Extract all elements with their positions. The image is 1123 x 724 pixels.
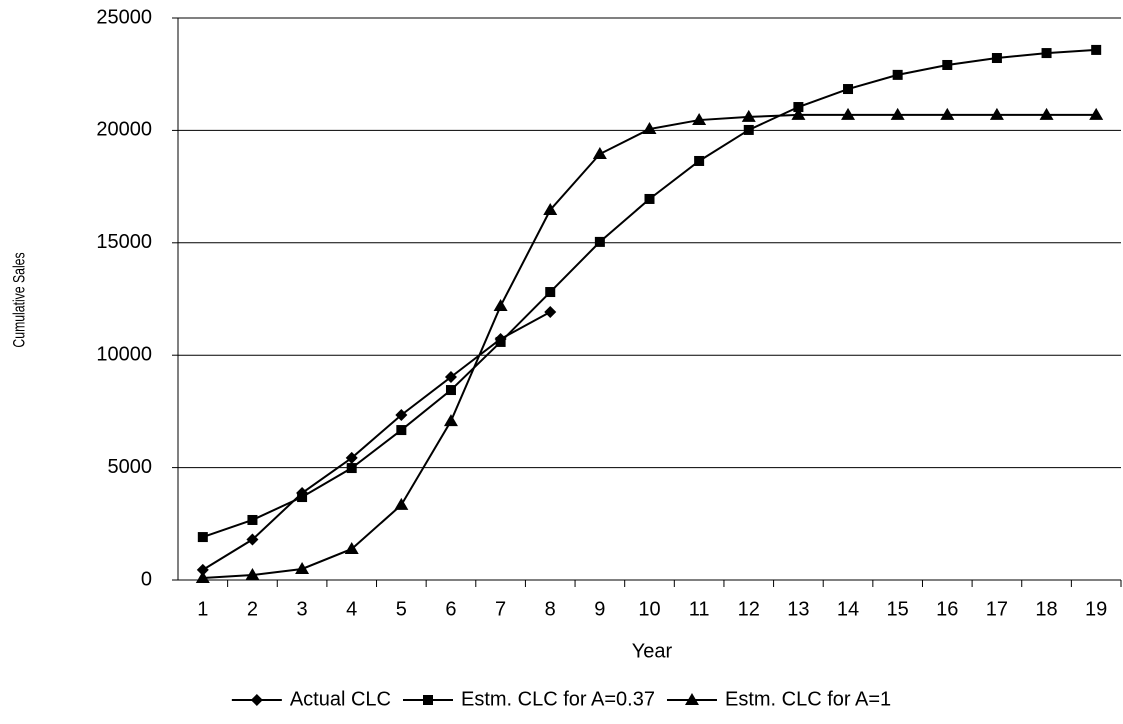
marker <box>544 306 557 319</box>
marker <box>1089 107 1104 120</box>
marker <box>741 109 756 122</box>
marker <box>1039 107 1054 120</box>
x-tick-label: 8 <box>545 598 556 620</box>
marker <box>246 533 259 546</box>
marker <box>1091 44 1102 55</box>
marker <box>394 497 409 510</box>
marker <box>594 236 605 247</box>
x-tick-label: 15 <box>887 598 909 620</box>
marker <box>843 84 854 95</box>
marker <box>495 336 506 347</box>
marker <box>644 193 655 204</box>
x-tick-label: 7 <box>495 598 506 620</box>
x-tick-label: 16 <box>936 598 958 620</box>
x-tick-label: 1 <box>197 598 208 620</box>
marker <box>295 561 310 574</box>
marker <box>196 563 209 576</box>
marker <box>346 463 357 474</box>
x-tick-label: 4 <box>346 598 357 620</box>
x-tick-label: 14 <box>837 598 859 620</box>
marker <box>493 298 508 311</box>
marker <box>543 202 558 215</box>
marker <box>1041 48 1052 59</box>
marker <box>395 408 408 421</box>
y-tick-label: 5000 <box>108 456 153 478</box>
marker <box>195 570 210 583</box>
marker <box>445 385 456 396</box>
legend-marker <box>250 694 263 706</box>
x-tick-label: 17 <box>986 598 1008 620</box>
marker <box>793 102 804 113</box>
marker <box>444 371 457 384</box>
x-tick-label: 6 <box>445 598 456 620</box>
legend-label: Estm. CLC for A=0.37 <box>461 688 655 710</box>
x-axis-label: Year <box>632 640 673 662</box>
marker <box>989 107 1004 120</box>
y-tick-label: 10000 <box>96 343 152 365</box>
marker <box>592 147 607 160</box>
x-tick-label: 13 <box>787 598 809 620</box>
legend-label: Estm. CLC for A=1 <box>725 688 891 710</box>
marker <box>991 53 1002 64</box>
x-tick-label: 12 <box>738 598 760 620</box>
marker <box>297 492 308 503</box>
marker <box>940 107 955 120</box>
marker <box>942 59 953 70</box>
x-tick-label: 10 <box>638 598 660 620</box>
x-tick-label: 18 <box>1035 598 1057 620</box>
marker <box>247 514 258 525</box>
y-tick-label: 25000 <box>96 6 152 28</box>
series-line <box>202 311 551 571</box>
marker <box>694 155 705 166</box>
legend: Actual CLC Estm. CLC for A=0.37 Estm. CLC … <box>231 688 891 710</box>
x-tick-label: 11 <box>689 598 710 620</box>
legend-marker <box>423 695 433 705</box>
x-tick-label: 3 <box>297 598 308 620</box>
x-tick-label: 2 <box>247 598 258 620</box>
y-tick-label: 15000 <box>96 231 152 253</box>
y-axis-label: Cumulative Sales <box>11 252 29 347</box>
marker <box>642 122 657 135</box>
marker <box>890 107 905 120</box>
marker <box>892 69 903 80</box>
legend-marker <box>684 693 699 705</box>
marker <box>692 113 707 126</box>
marker <box>443 414 458 427</box>
x-tick-label: 9 <box>594 598 605 620</box>
marker <box>841 107 856 120</box>
marker <box>791 107 806 120</box>
x-tick-label: 19 <box>1085 598 1107 620</box>
marker <box>345 451 358 464</box>
marker <box>743 124 754 135</box>
legend-label: Actual CLC <box>290 688 391 710</box>
marker <box>245 568 260 581</box>
series-line <box>202 113 1097 579</box>
y-tick-label: 0 <box>141 568 152 590</box>
marker <box>197 532 208 543</box>
marker <box>545 287 556 298</box>
y-tick-label: 20000 <box>96 119 152 141</box>
marker <box>396 425 407 436</box>
x-tick-label: 5 <box>396 598 407 620</box>
marker <box>344 541 359 554</box>
